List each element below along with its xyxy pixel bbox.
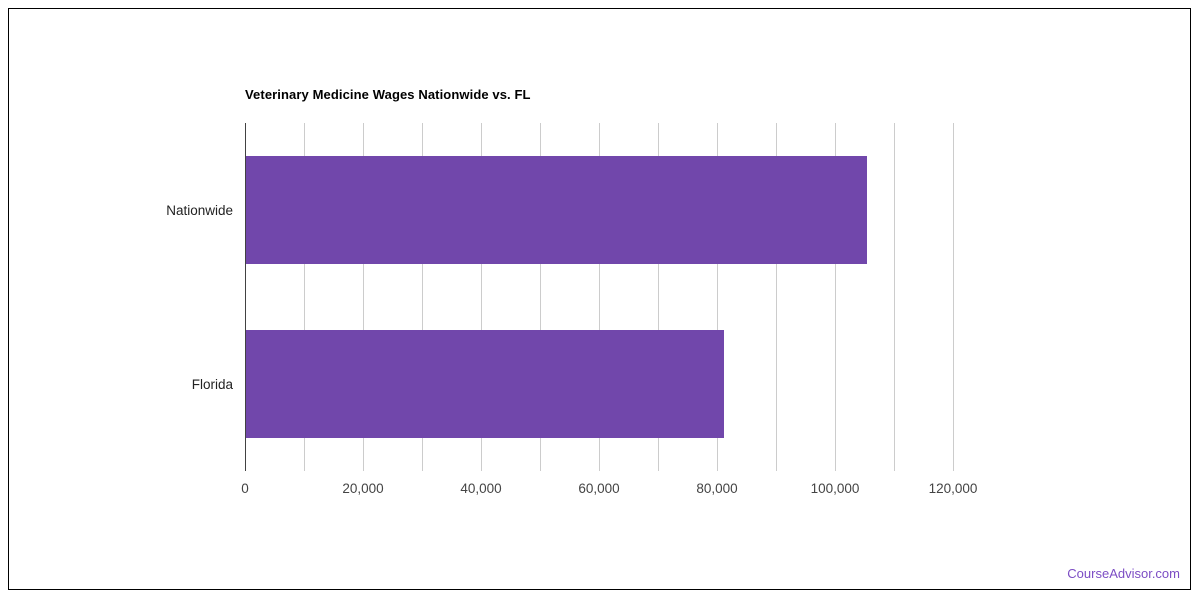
gridline bbox=[422, 123, 423, 471]
gridline bbox=[658, 123, 659, 471]
gridline bbox=[894, 123, 895, 471]
gridline bbox=[599, 123, 600, 471]
gridline bbox=[776, 123, 777, 471]
y-axis-line bbox=[245, 123, 246, 471]
plot-area bbox=[245, 123, 954, 471]
x-tick-label-100000: 100,000 bbox=[810, 481, 860, 496]
gridline bbox=[540, 123, 541, 471]
courseadvisor-link[interactable]: CourseAdvisor.com bbox=[1067, 566, 1180, 581]
x-tick-label-80000: 80,000 bbox=[696, 481, 738, 496]
x-tick-label-120000: 120,000 bbox=[928, 481, 978, 496]
gridline bbox=[953, 123, 954, 471]
gridline bbox=[717, 123, 718, 471]
gridline bbox=[363, 123, 364, 471]
gridline bbox=[304, 123, 305, 471]
x-tick-label-40000: 40,000 bbox=[460, 481, 502, 496]
x-tick-label-60000: 60,000 bbox=[578, 481, 620, 496]
bar-nationwide bbox=[246, 156, 867, 264]
category-label-florida: Florida bbox=[191, 376, 233, 392]
gridline bbox=[481, 123, 482, 471]
bar-florida bbox=[246, 330, 724, 438]
gridline bbox=[835, 123, 836, 471]
x-tick-label-20000: 20,000 bbox=[342, 481, 384, 496]
category-label-nationwide: Nationwide bbox=[166, 202, 233, 218]
chart-title: Veterinary Medicine Wages Nationwide vs.… bbox=[245, 87, 531, 102]
x-tick-label-0: 0 bbox=[241, 481, 249, 496]
